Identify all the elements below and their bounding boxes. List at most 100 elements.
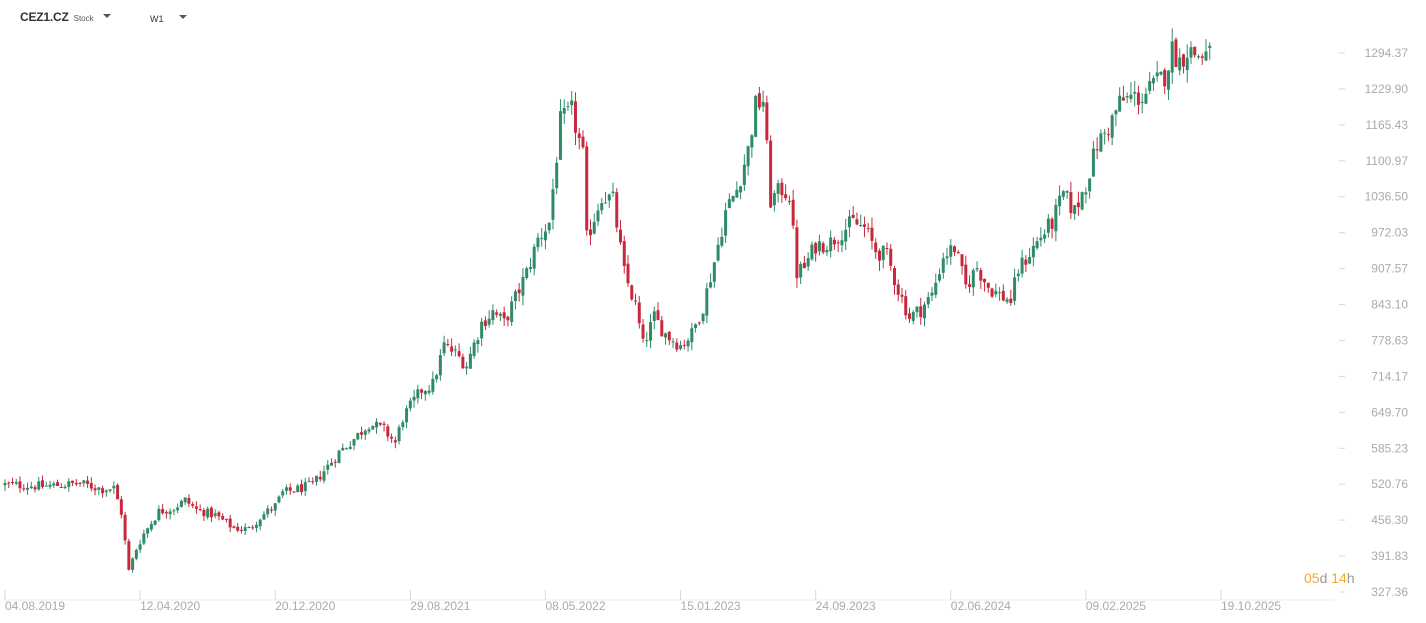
candle-body <box>108 489 112 491</box>
candle-body <box>228 518 232 528</box>
candle-body <box>281 491 285 496</box>
candle-body <box>600 203 604 211</box>
candle-body <box>63 486 67 489</box>
candle-body <box>1200 56 1204 58</box>
candle-body <box>202 510 206 517</box>
candle-body <box>1193 46 1197 56</box>
candle-body <box>994 290 998 295</box>
candle-body <box>93 488 97 491</box>
countdown-hours: 14 <box>1331 570 1347 586</box>
candle-body <box>491 310 495 321</box>
candle-body <box>153 520 157 525</box>
candle-body <box>892 268 896 286</box>
price-tick-label: 1165.43 <box>1366 118 1409 132</box>
candle-body <box>322 471 326 481</box>
price-tick-label: 456.30 <box>1371 513 1408 527</box>
candle-body <box>179 500 183 507</box>
candle-body <box>277 496 281 503</box>
candle-body <box>157 508 161 521</box>
candle-body <box>284 487 288 491</box>
candle-body <box>506 316 510 321</box>
candle-body <box>712 262 716 282</box>
candle-body <box>1174 39 1178 67</box>
candle-body <box>123 514 127 541</box>
candle-body <box>461 356 465 369</box>
candle-body <box>874 242 878 253</box>
candle-body <box>217 512 221 517</box>
candle-body <box>18 481 22 489</box>
candle-body <box>1140 101 1144 104</box>
candle-body <box>1058 195 1062 207</box>
candle-body <box>588 229 592 236</box>
candle-body <box>1170 41 1174 73</box>
candle-body <box>585 146 589 231</box>
candle-body <box>138 544 142 550</box>
candle-body <box>386 426 390 437</box>
candle-body <box>348 446 352 449</box>
candle-body <box>772 193 776 206</box>
candle-body <box>776 183 780 194</box>
candle-body <box>1148 80 1152 91</box>
candle-body <box>525 268 529 279</box>
candle-body <box>720 236 724 246</box>
candle-body <box>1189 47 1193 58</box>
candle-body <box>1106 134 1110 136</box>
candle-body <box>840 240 844 246</box>
candle-body <box>472 342 476 356</box>
price-tick-label: 972.03 <box>1371 226 1408 240</box>
chart-toolbar: CEZ1.CZ Stock W1 <box>0 0 400 36</box>
candle-body <box>356 432 360 440</box>
candle-body <box>630 285 634 300</box>
countdown-days-unit: d <box>1319 570 1328 586</box>
candle-body <box>273 503 277 511</box>
candle-body <box>577 133 581 139</box>
price-tick-label: 778.63 <box>1371 333 1408 347</box>
candle-body <box>206 508 210 518</box>
candle-body <box>393 440 397 443</box>
candle-body <box>104 490 108 493</box>
candle-body <box>247 526 251 528</box>
candle-body <box>48 484 52 487</box>
candle-body <box>904 296 908 316</box>
candle-body <box>1155 72 1159 77</box>
candle-body <box>724 210 728 236</box>
candle-body <box>832 239 836 245</box>
candle-body <box>938 274 942 281</box>
candle-body <box>423 391 427 395</box>
candle-body <box>1001 290 1005 301</box>
candle-body <box>637 302 641 324</box>
candle-body <box>656 310 660 321</box>
candle-body <box>221 516 225 520</box>
candle-body <box>149 523 153 530</box>
candle-body <box>682 344 686 346</box>
candle-body <box>1208 45 1212 48</box>
price-tick-label: 585.23 <box>1371 441 1408 455</box>
candle-body <box>562 108 566 114</box>
candle-body <box>998 292 1002 294</box>
candle-body <box>1118 95 1122 112</box>
candle-body <box>288 487 292 491</box>
candle-body <box>979 270 983 281</box>
timeframe-selector[interactable]: W1 <box>150 14 187 24</box>
candle-body <box>547 222 551 231</box>
candle-body <box>573 101 577 133</box>
candles-layer <box>3 28 1212 573</box>
candle-body <box>33 487 37 490</box>
candle-body <box>1181 54 1185 67</box>
price-tick-label: 1229.90 <box>1365 82 1409 96</box>
candle-body <box>142 533 146 544</box>
candle-body <box>949 245 953 257</box>
symbol-selector[interactable]: CEZ1.CZ Stock <box>20 10 111 24</box>
date-tick-label: 29.08.2021 <box>410 599 470 613</box>
candle-body <box>555 162 559 189</box>
candle-body <box>806 258 810 267</box>
price-tick-label: 327.36 <box>1371 585 1408 599</box>
candle-body <box>990 288 994 297</box>
candle-body <box>134 549 138 559</box>
candle-body <box>435 375 439 380</box>
candle-body <box>502 312 506 319</box>
candle-body <box>431 378 435 392</box>
candle-body <box>1166 70 1170 90</box>
date-tick-label: 04.08.2019 <box>5 599 65 613</box>
